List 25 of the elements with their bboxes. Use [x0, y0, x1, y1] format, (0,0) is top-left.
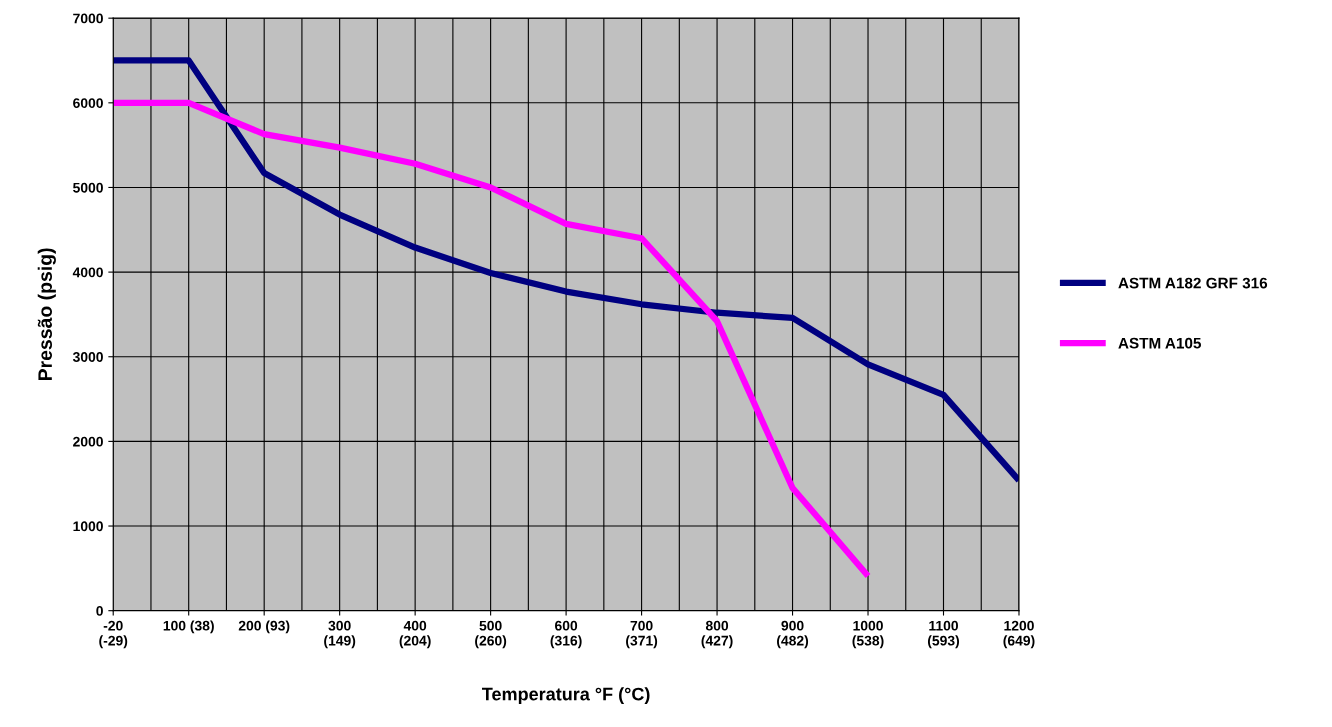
x-tick-label: 1000 (538)	[852, 620, 884, 649]
x-axis-title: Temperatura °F (°C)	[482, 687, 650, 705]
y-tick-label: 1000	[73, 521, 103, 532]
x-tick-label: 1100 (593)	[927, 620, 960, 649]
y-tick-label: 0	[96, 606, 103, 616]
y-tick-label: 3000	[72, 352, 103, 362]
y-tick-label: 6000	[73, 98, 103, 108]
x-tick-label: 600 (316)	[550, 620, 582, 649]
y-tick-label: 5000	[73, 182, 103, 193]
y-tick-label: 2000	[73, 436, 103, 447]
x-tick-label: 1200 (649)	[1003, 620, 1035, 649]
legend-label: ASTM A182 GRF 316	[1118, 277, 1268, 289]
x-tick-label: -20 (-29)	[99, 620, 128, 649]
y-axis-title: Pressão (psig)	[37, 248, 56, 381]
x-tick-label: 200 (93)	[238, 620, 290, 634]
y-tick-label: 4000	[72, 267, 103, 278]
x-tick-label: 700 (371)	[626, 620, 658, 649]
y-tick-label: 7000	[73, 13, 103, 24]
x-tick-label: 800 (427)	[701, 620, 733, 649]
x-tick-label: 300 (149)	[324, 620, 356, 649]
x-tick-label: 100 (38)	[163, 620, 214, 634]
legend-label: ASTM A105	[1118, 337, 1202, 349]
x-tick-label: 500 (260)	[475, 620, 507, 649]
x-tick-label: 400 (204)	[399, 620, 431, 649]
x-tick-label: 900 (482)	[777, 620, 809, 649]
